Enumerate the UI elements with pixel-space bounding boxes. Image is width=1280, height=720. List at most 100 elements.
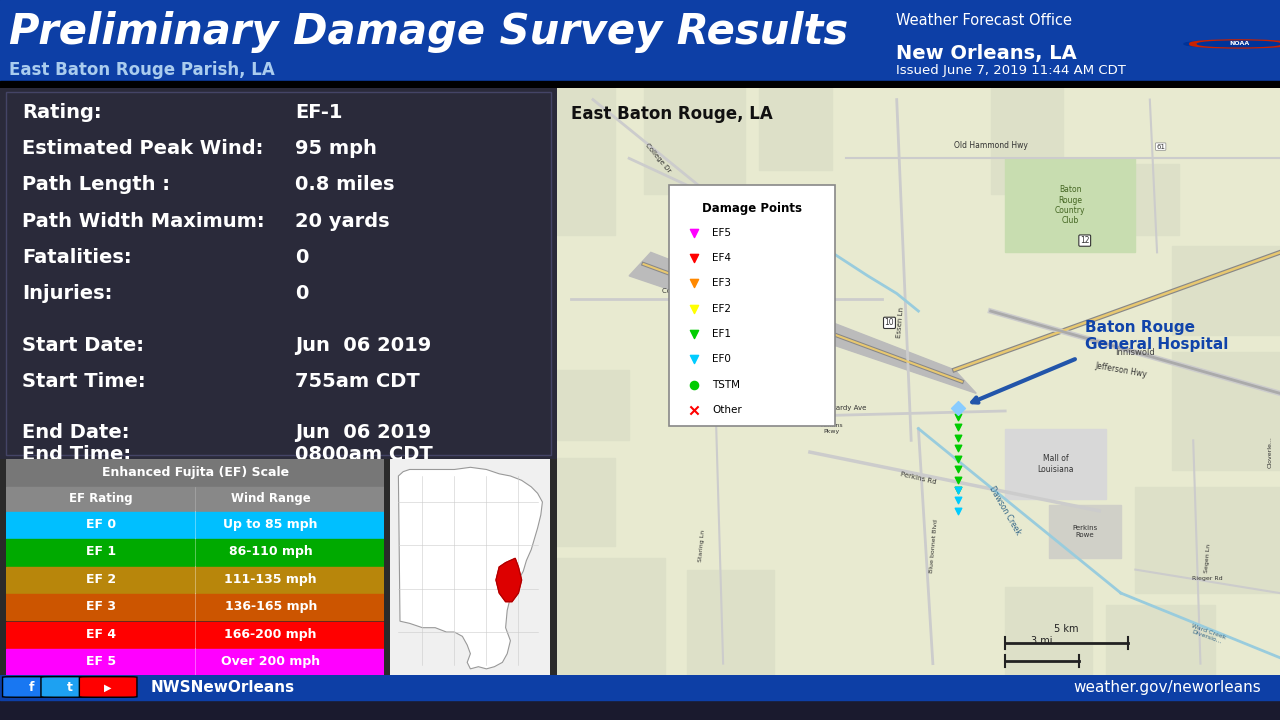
Text: 136-165 mph: 136-165 mph [224, 600, 317, 613]
Text: Congress Blvd: Congress Blvd [662, 287, 712, 294]
Polygon shape [497, 558, 522, 602]
Text: EF2: EF2 [712, 304, 731, 314]
Text: Staring Ln: Staring Ln [698, 530, 705, 562]
Text: weather.gov/neworleans: weather.gov/neworleans [1073, 680, 1261, 696]
Bar [1078, 164, 1179, 235]
Point [684, 252, 704, 264]
Text: 166-200 mph: 166-200 mph [224, 628, 317, 641]
Text: 95 mph: 95 mph [296, 139, 378, 158]
FancyBboxPatch shape [3, 677, 60, 697]
Text: EF5: EF5 [712, 228, 731, 238]
Point [948, 453, 969, 464]
Text: Mall of
Louisiana: Mall of Louisiana [1038, 454, 1074, 474]
Point [684, 328, 704, 340]
Bar [1106, 605, 1215, 675]
Text: t: t [67, 681, 73, 694]
Text: Old Hammond Hwy: Old Hammond Hwy [954, 140, 1028, 150]
Text: Wind Range: Wind Range [230, 492, 311, 505]
Text: NOAA: NOAA [1229, 42, 1249, 46]
FancyBboxPatch shape [669, 185, 836, 426]
Text: Cloverle...: Cloverle... [1267, 436, 1272, 468]
Text: 86-110 mph: 86-110 mph [229, 545, 312, 558]
Text: f: f [28, 681, 35, 694]
Text: Fatalities:: Fatalities: [22, 248, 132, 267]
Point [948, 442, 969, 454]
Text: 5 km: 5 km [1055, 624, 1079, 634]
Bar [6, 539, 384, 565]
Bar [1135, 487, 1280, 593]
Text: Rating:: Rating: [22, 103, 102, 122]
Point [948, 402, 969, 414]
Text: Ward Creek: Ward Creek [737, 213, 782, 233]
Text: EF 1: EF 1 [86, 545, 116, 558]
Text: Corporate Blvd: Corporate Blvd [691, 186, 741, 213]
Bar [1005, 158, 1135, 252]
Text: Path Length :: Path Length : [22, 176, 170, 194]
Polygon shape [630, 252, 977, 393]
Text: East Baton Rouge, LA: East Baton Rouge, LA [571, 105, 773, 123]
Text: ▶: ▶ [105, 683, 111, 693]
Text: Segen Ln: Segen Ln [1204, 543, 1211, 572]
Bar [557, 88, 614, 235]
Text: Jun  06 2019: Jun 06 2019 [296, 336, 431, 354]
FancyBboxPatch shape [79, 677, 137, 697]
Text: Rieger Rd: Rieger Rd [1193, 576, 1222, 581]
Text: Weather Forecast Office: Weather Forecast Office [896, 13, 1073, 28]
Circle shape [1184, 40, 1280, 48]
Bar [6, 459, 384, 487]
Text: 755am CDT: 755am CDT [296, 372, 420, 391]
Text: EF4: EF4 [712, 253, 731, 263]
Polygon shape [398, 467, 543, 669]
Bar [6, 594, 384, 621]
Text: 10: 10 [884, 318, 895, 328]
Text: 3 mi: 3 mi [1032, 636, 1053, 646]
Point [948, 474, 969, 485]
Bar [991, 88, 1062, 194]
Bar [1048, 505, 1121, 558]
Text: 20 yards: 20 yards [296, 212, 389, 230]
Point [684, 405, 704, 416]
Text: Dawson Creek: Dawson Creek [988, 485, 1023, 537]
Text: Issued June 7, 2019 11:44 AM CDT: Issued June 7, 2019 11:44 AM CDT [896, 64, 1126, 77]
Text: NWSNewOrleans: NWSNewOrleans [151, 680, 296, 696]
Point [948, 505, 969, 517]
Text: EF1: EF1 [712, 329, 731, 339]
Bar [1005, 428, 1106, 499]
Text: Essen Ln: Essen Ln [896, 307, 905, 338]
Bar [6, 512, 384, 538]
Text: 0.8 miles: 0.8 miles [296, 176, 394, 194]
Point [948, 495, 969, 506]
Bar [6, 621, 384, 648]
Text: Blue bonnet Blvd: Blue bonnet Blvd [929, 519, 940, 573]
Text: Injuries:: Injuries: [22, 284, 113, 303]
Bar [6, 487, 384, 510]
Bar [687, 570, 773, 675]
Bar [557, 370, 630, 441]
Text: 12: 12 [1080, 236, 1089, 245]
Bar [1005, 588, 1092, 675]
Bar [6, 567, 384, 593]
Text: Start Time:: Start Time: [22, 372, 146, 391]
Point [684, 278, 704, 289]
Text: EF 4: EF 4 [86, 628, 116, 641]
Text: Enhanced Fujita (EF) Scale: Enhanced Fujita (EF) Scale [101, 467, 289, 480]
Point [948, 432, 969, 444]
Text: Inniswold: Inniswold [1115, 348, 1156, 356]
Text: Estimated Peak Wind:: Estimated Peak Wind: [22, 139, 264, 158]
Text: 0800am CDT: 0800am CDT [296, 444, 433, 464]
Bar [1171, 352, 1280, 469]
Text: EF-1: EF-1 [296, 103, 343, 122]
Point [684, 303, 704, 315]
Text: TSTM: TSTM [712, 379, 740, 390]
Text: Perkins
Rowe: Perkins Rowe [1073, 525, 1097, 538]
Point [948, 485, 969, 496]
Text: East Baton Rouge Parish, LA: East Baton Rouge Parish, LA [9, 61, 275, 79]
Text: Start Date:: Start Date: [22, 336, 145, 354]
Text: Path Width Maximum:: Path Width Maximum: [22, 212, 265, 230]
Point [948, 421, 969, 433]
Text: Baton
Rouge
Country
Club: Baton Rouge Country Club [1055, 185, 1085, 225]
Text: 61: 61 [1156, 143, 1165, 150]
Text: Picardy Ave: Picardy Ave [826, 405, 867, 411]
Text: EF 3: EF 3 [86, 600, 115, 613]
Point [684, 379, 704, 390]
